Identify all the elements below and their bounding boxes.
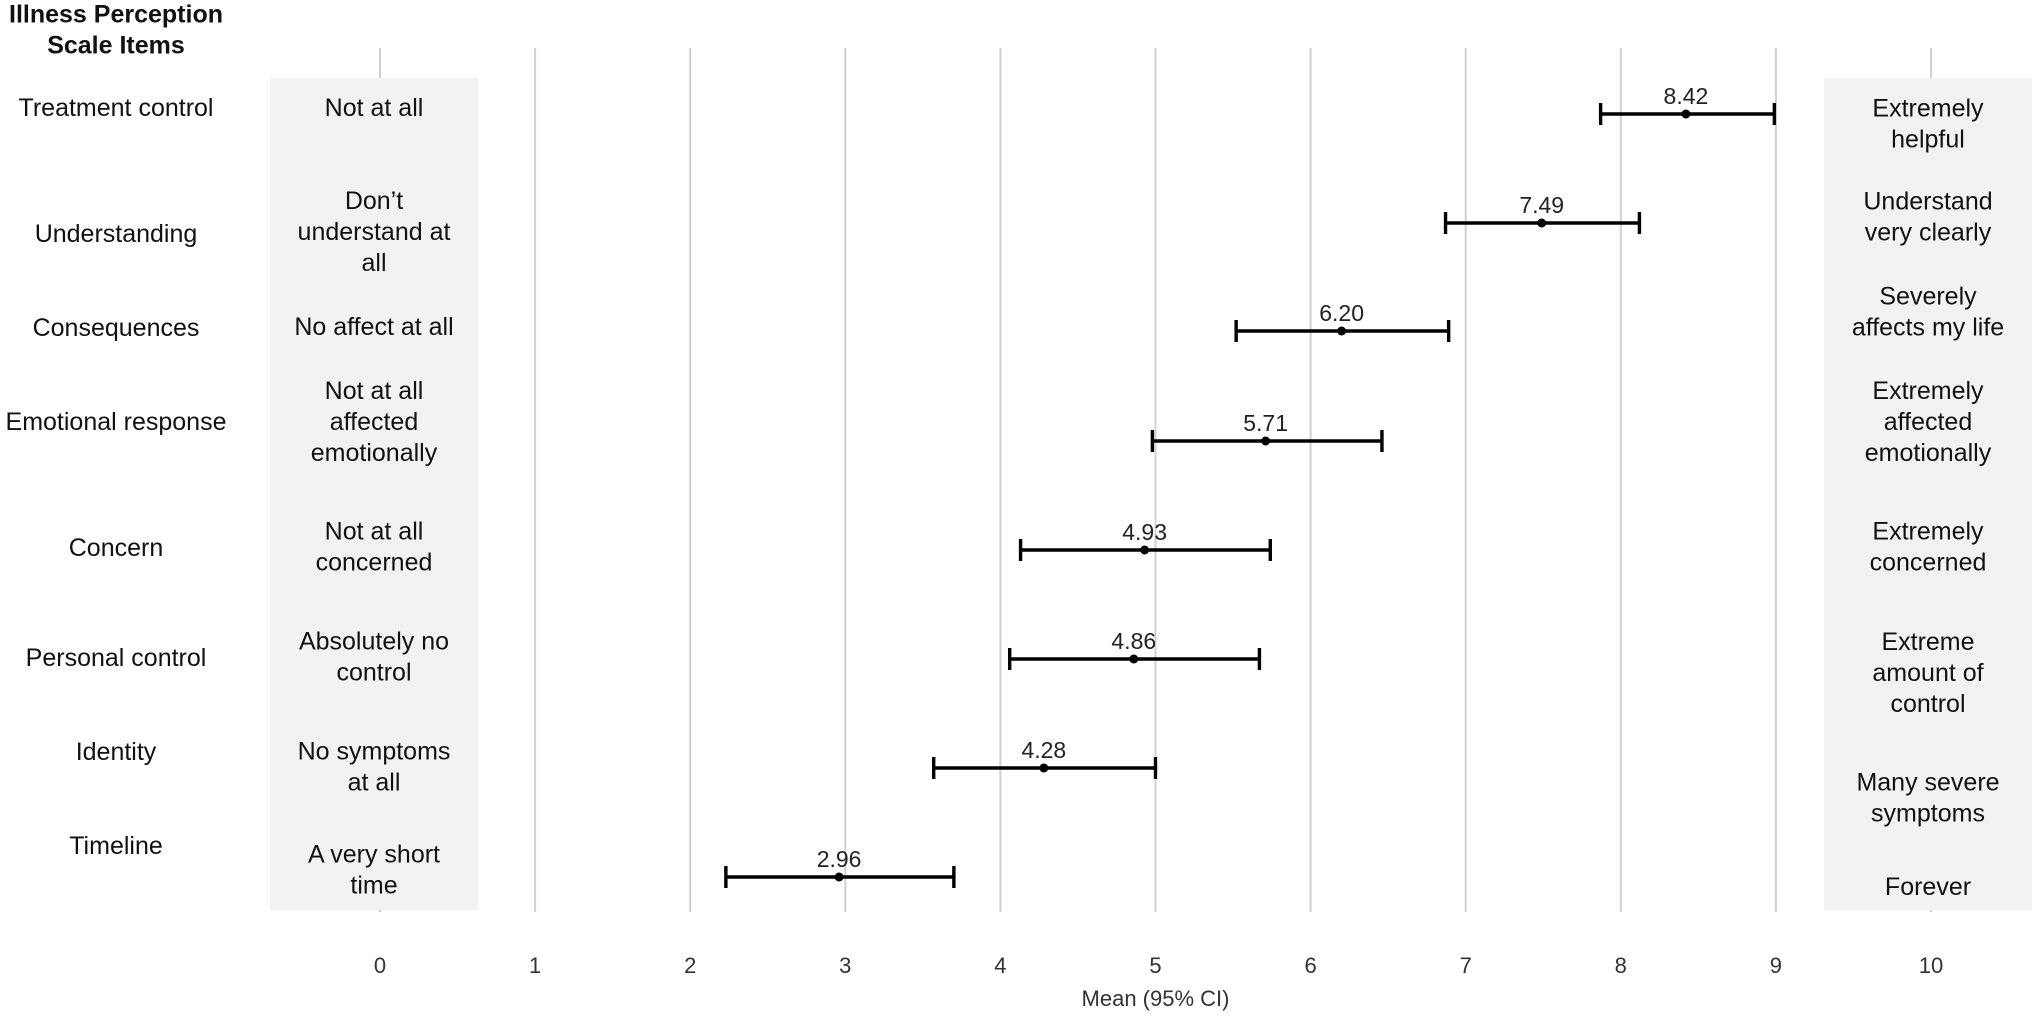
high-anchor-label: Extremely concerned [1870, 518, 1987, 577]
high-anchor-label: Severely affects my life [1852, 283, 2004, 342]
mean-value-label: 2.96 [817, 846, 862, 872]
x-axis: 0 1 2 3 4 5 6 7 8 9 10 Mean (95% CI) [374, 953, 1943, 1011]
item-label: Understanding [35, 220, 198, 248]
item-label: Treatment control [19, 94, 214, 122]
low-anchor-panel [270, 78, 478, 910]
item-label: Concern [69, 534, 164, 562]
ci-marks: 8.42 7.49 6.20 5.71 4.93 4.86 4.28 2.96 [724, 83, 1777, 888]
mean-point [1537, 218, 1547, 228]
item-label: Consequences [33, 314, 200, 342]
high-anchor-label: Understand very clearly [1863, 188, 1992, 247]
labels: Illness Perception Scale Items Treatment c… [6, 1, 2005, 902]
gridlines [379, 48, 1932, 912]
mean-point [1261, 436, 1271, 446]
low-anchor-label: A very short time [308, 841, 440, 900]
mean-point [834, 872, 844, 882]
high-anchor-panel [1824, 78, 2032, 910]
x-tick-label: 9 [1770, 953, 1782, 978]
item-label: Emotional response [6, 408, 227, 436]
x-tick-label: 5 [1149, 953, 1161, 978]
x-tick-label: 4 [994, 953, 1006, 978]
mean-value-label: 8.42 [1664, 83, 1709, 109]
x-tick-label: 2 [684, 953, 696, 978]
x-tick-label: 8 [1615, 953, 1627, 978]
mean-point [1039, 763, 1049, 773]
high-anchor-label: Forever [1885, 873, 1971, 901]
mean-point [1337, 326, 1347, 336]
mean-value-label: 4.93 [1122, 519, 1167, 545]
item-label: Timeline [69, 832, 163, 860]
high-anchor-label: Extreme amount of control [1872, 628, 1983, 718]
x-tick-label: 10 [1919, 953, 1943, 978]
low-anchor-label: No symptoms at all [298, 738, 451, 797]
x-axis-title: Mean (95% CI) [1082, 986, 1230, 1011]
low-anchor-label: Not at all [325, 94, 424, 122]
mean-point [1681, 109, 1691, 119]
mean-point [1140, 545, 1150, 555]
mean-value-label: 5.71 [1243, 410, 1288, 436]
item-label: Personal control [26, 644, 207, 672]
anchor-panels [270, 78, 2032, 910]
mean-value-label: 4.86 [1111, 628, 1156, 654]
x-tick-label: 7 [1460, 953, 1472, 978]
x-tick-label: 0 [374, 953, 386, 978]
x-tick-label: 6 [1304, 953, 1316, 978]
high-anchor-label: Extremely helpful [1872, 95, 1984, 154]
mean-value-label: 7.49 [1519, 192, 1564, 218]
high-anchor-label: Many severe symptoms [1856, 769, 1999, 828]
low-anchor-label: No affect at all [294, 313, 453, 341]
mean-value-label: 6.20 [1319, 300, 1364, 326]
column-header: Illness Perception Scale Items [9, 1, 223, 60]
low-anchor-label: Don’t understand at all [298, 187, 451, 277]
item-label: Identity [76, 738, 157, 766]
high-anchor-label: Extremely affected emotionally [1865, 377, 1992, 467]
mean-point [1129, 654, 1139, 664]
low-anchor-label: Not at all affected emotionally [311, 377, 438, 467]
mean-value-label: 4.28 [1021, 737, 1066, 763]
x-tick-label: 1 [529, 953, 541, 978]
low-anchor-label: Absolutely no control [299, 628, 449, 687]
x-tick-label: 3 [839, 953, 851, 978]
low-anchor-label: Not at all concerned [316, 518, 433, 577]
